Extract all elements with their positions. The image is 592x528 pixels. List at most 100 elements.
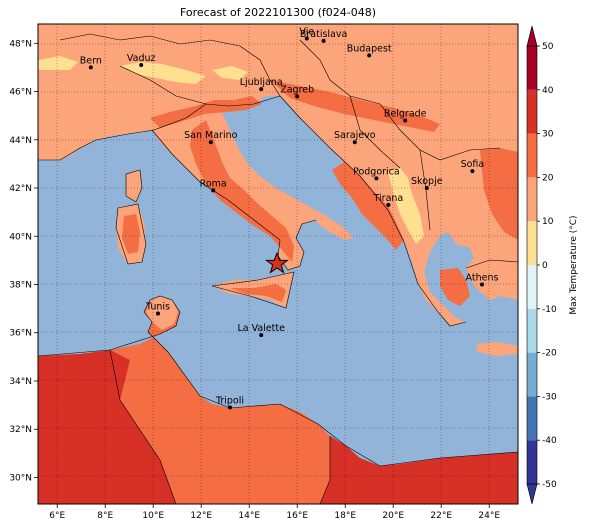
city-dot-icon: [374, 176, 379, 181]
city-dot-icon: [403, 118, 408, 123]
land-crete: [476, 342, 518, 356]
colorbar-tick-label: 0: [542, 261, 548, 271]
city-belgrade: Belgrade: [384, 108, 427, 123]
lat-tick-label: 42°N: [9, 184, 32, 194]
colorbar: -50 -40 -30 -20 -10 0 10 20 30 40 50 Max Temperatu…: [526, 25, 579, 505]
city-vaduz: Vaduz: [127, 53, 156, 68]
colorbar-tick-label: 30: [542, 130, 554, 140]
colorbar-tick-label: -40: [542, 436, 557, 446]
city-label: Vaduz: [127, 53, 156, 64]
city-vienna: Vie: [299, 26, 314, 41]
land-libya-south: [38, 350, 176, 504]
lat-tick-label: 36°N: [9, 329, 32, 339]
temp-zone-alps-west: [38, 56, 78, 70]
axis-ticks: 6°E 8°E 10°E 12°E 14°E 16°E 18°E 20°E 22°E 24°E 30…: [9, 39, 500, 521]
city-dot-icon: [424, 186, 429, 191]
city-dot-icon: [228, 405, 232, 410]
colorbar-band: [527, 352, 537, 397]
colorbar-tick-label: -50: [542, 480, 557, 490]
land-corsica: [126, 170, 142, 202]
lon-tick-label: 14°E: [238, 511, 260, 521]
city-dot-icon: [352, 140, 357, 145]
colorbar-tick-label: -30: [542, 392, 557, 402]
city-dot-icon: [304, 36, 309, 41]
lon-tick-label: 18°E: [334, 511, 356, 521]
colorbar-band: [527, 221, 537, 265]
temp-zone-dinaric: [388, 168, 424, 244]
city-label: Zagreb: [280, 84, 314, 95]
city-san-marino: San Marino: [184, 130, 238, 145]
land-egypt-south: [320, 436, 518, 504]
colorbar-tick-label: 10: [542, 217, 554, 227]
map-title: Forecast of 2022101300 (f024-048): [179, 6, 377, 19]
city-zagreb: Zagreb: [280, 84, 314, 99]
country-borders: [38, 33, 518, 504]
city-label: Bern: [80, 55, 102, 66]
city-label: Sarajevo: [334, 130, 376, 141]
city-roma: Roma: [200, 178, 227, 193]
city-budapest: Budapest: [347, 43, 392, 58]
city-dot-icon: [139, 63, 144, 68]
lat-tick-label: 38°N: [9, 281, 32, 291]
city-dot-icon: [480, 282, 484, 287]
temp-zone-balkans: [332, 162, 404, 250]
lon-tick-label: 22°E: [430, 511, 452, 521]
city-label: La Valette: [237, 323, 285, 334]
forecast-point-star-icon: [264, 251, 290, 274]
colorbar-band: [527, 396, 537, 441]
colorbar-band: [527, 46, 537, 90]
city-tirana: Tirana: [373, 193, 404, 207]
lon-tick-label: 16°E: [286, 511, 308, 521]
temp-zone-po-valley: [150, 96, 262, 128]
city-label: Athens: [466, 273, 499, 284]
city-tunis: Tunis: [145, 301, 170, 316]
city-dot-icon: [295, 94, 300, 99]
colorbar-band: [527, 440, 537, 484]
city-tripoli: Tripoli: [215, 396, 244, 410]
city-podgorica: Podgorica: [353, 166, 400, 181]
colorbar-extend-bottom: [526, 483, 538, 505]
temp-zone-alps-east: [212, 66, 248, 80]
colorbar-band: [527, 89, 537, 134]
colorbar-band: [527, 308, 537, 353]
temp-zone-sardinia: [122, 214, 140, 254]
city-ljubljana: Ljubljana: [240, 77, 283, 92]
grid-lines: [38, 24, 518, 504]
city-label: Podgorica: [353, 166, 400, 177]
city-sarajevo: Sarajevo: [334, 130, 376, 145]
land-italy-heel: [312, 208, 354, 240]
city-label: Roma: [200, 178, 227, 189]
temp-zone-sicily: [230, 284, 286, 302]
temp-zone-italy-west: [190, 120, 294, 262]
city-label: Vie: [299, 26, 314, 37]
temp-zone-greece: [440, 268, 470, 306]
city-dot-icon: [156, 311, 160, 316]
colorbar-label: Max Temperature (°C): [569, 215, 579, 314]
city-label: Tirana: [373, 193, 404, 204]
colorbar-extend-top: [526, 25, 538, 47]
city-dot-icon: [211, 188, 216, 193]
city-label: Tunis: [145, 301, 170, 312]
colorbar-tick-label: -10: [542, 305, 557, 315]
colorbar-tick-label: -20: [542, 349, 557, 359]
temp-zone-east: [480, 148, 518, 240]
map-frame: [37, 23, 519, 505]
city-dot-icon: [259, 333, 264, 338]
colorbar-tick-label: 40: [542, 86, 554, 96]
city-athens: Athens: [466, 273, 499, 287]
land-north-africa: [38, 296, 518, 504]
lat-tick-label: 34°N: [9, 377, 32, 387]
city-label: Belgrade: [384, 108, 427, 119]
lon-tick-label: 24°E: [478, 511, 500, 521]
city-dot-icon: [259, 87, 264, 92]
lat-tick-label: 44°N: [9, 136, 32, 146]
lat-tick-label: 32°N: [9, 425, 32, 435]
lon-tick-label: 8°E: [97, 511, 113, 521]
city-dot-icon: [88, 65, 93, 70]
temp-zone-alps: [120, 62, 206, 84]
city-dot-icon: [367, 53, 372, 58]
city-label: Ljubljana: [240, 77, 283, 88]
city-bern: Bern: [80, 55, 102, 70]
city-dot-icon: [386, 202, 391, 207]
